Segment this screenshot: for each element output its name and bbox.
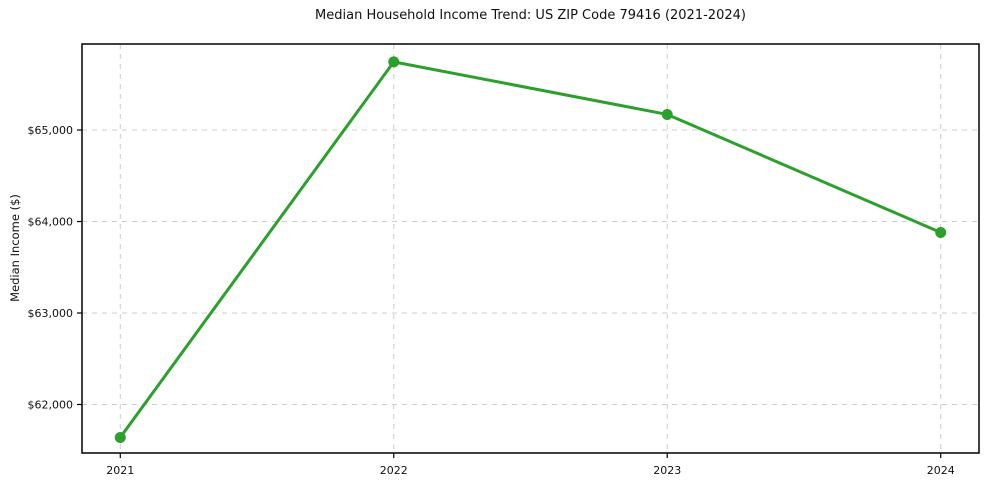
data-point-2022 — [388, 56, 400, 68]
y-tick-label: $63,000 — [28, 307, 74, 320]
data-point-2024 — [935, 226, 947, 238]
income-trend-line — [118, 60, 943, 439]
x-tick-label: 2022 — [380, 464, 408, 477]
plot-border — [81, 43, 980, 454]
data-point-2023 — [661, 108, 673, 120]
x-tick-label: 2024 — [927, 464, 955, 477]
y-tick-label: $65,000 — [28, 124, 74, 137]
x-tick-label: 2021 — [106, 464, 134, 477]
x-tick-label: 2023 — [653, 464, 681, 477]
y-tick-label: $64,000 — [28, 216, 74, 229]
data-point-2021 — [114, 431, 126, 443]
chart-title: Median Household Income Trend: US ZIP Co… — [315, 8, 746, 23]
y-tick-label: $62,000 — [28, 399, 74, 412]
